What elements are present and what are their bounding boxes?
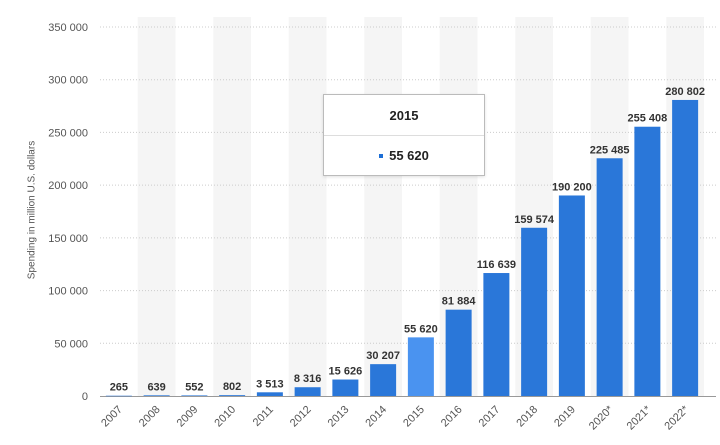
bar-2016	[445, 309, 472, 396]
y-tick-label: 200 000	[48, 180, 88, 192]
data-label: 225 485	[590, 144, 630, 156]
bar-2017	[483, 273, 510, 396]
x-tick-label: 2020*	[587, 403, 616, 432]
bar-2018	[521, 227, 548, 396]
x-tick-label: 2011	[251, 404, 276, 429]
x-tick-label: 2013	[326, 404, 352, 430]
data-label: 552	[185, 381, 203, 393]
bar-2010	[219, 395, 246, 396]
data-label: 81 884	[442, 296, 477, 308]
x-tick-label: 2014	[363, 404, 389, 430]
x-tick-label: 2009	[175, 404, 201, 430]
tooltip-series-marker	[379, 153, 384, 158]
background-band	[364, 17, 402, 396]
y-tick-label: 300 000	[48, 75, 88, 87]
y-tick-label: 100 000	[48, 286, 88, 298]
y-tick-label: 250 000	[48, 127, 88, 139]
x-tick-label: 2016	[439, 404, 465, 430]
x-tick-label: 2017	[477, 404, 503, 430]
y-tick-label: 350 000	[48, 22, 88, 34]
x-tick-label: 2018	[514, 404, 540, 430]
bar-2022-forecast	[672, 99, 699, 396]
bar-2008	[143, 395, 170, 396]
x-tick-label: 2022*	[662, 403, 691, 432]
bar-2011	[256, 392, 283, 396]
background-band	[213, 17, 251, 396]
bar-2020-forecast	[596, 158, 623, 396]
bar-2019	[558, 195, 585, 396]
y-tick-label: 50 000	[54, 338, 88, 350]
x-tick-label: 2007	[99, 404, 125, 430]
data-label: 159 574	[514, 214, 555, 226]
tooltip-body: 55 620	[324, 136, 484, 176]
bar-2012	[294, 387, 321, 396]
x-tick-label: 2021*	[625, 403, 654, 432]
bar-2007	[105, 395, 132, 397]
bar-2014	[370, 364, 397, 396]
data-label: 255 408	[627, 113, 667, 125]
data-label: 15 626	[329, 366, 363, 378]
data-label: 190 200	[552, 181, 592, 193]
data-label: 265	[110, 382, 128, 394]
x-tick-label: 2019	[552, 404, 578, 430]
tooltip: 2015 55 620	[323, 94, 485, 176]
bar-2021-forecast	[634, 126, 661, 397]
bar-2009	[181, 395, 208, 396]
x-tick-label: 2008	[137, 404, 163, 430]
bar-2015	[407, 337, 434, 396]
x-tick-label: 2015	[401, 404, 427, 430]
tooltip-title: 2015	[324, 95, 484, 136]
y-axis-label: Spending in million U.S. dollars	[26, 140, 38, 280]
data-label: 8 316	[294, 373, 322, 385]
background-band	[137, 17, 176, 396]
tooltip-value: 55 620	[389, 148, 429, 163]
data-label: 639	[147, 381, 165, 393]
y-tick-label: 0	[82, 391, 88, 403]
data-label: 280 802	[665, 86, 705, 98]
background-band	[288, 17, 327, 396]
data-label: 30 207	[366, 350, 400, 362]
x-tick-label: 2010	[212, 404, 238, 430]
y-tick-label: 150 000	[48, 233, 88, 245]
bar-2013	[332, 379, 359, 396]
data-label: 55 620	[404, 323, 438, 335]
data-label: 802	[223, 381, 241, 393]
data-label: 116 639	[477, 259, 516, 271]
data-label: 3 513	[256, 378, 284, 390]
x-tick-label: 2012	[288, 404, 314, 430]
